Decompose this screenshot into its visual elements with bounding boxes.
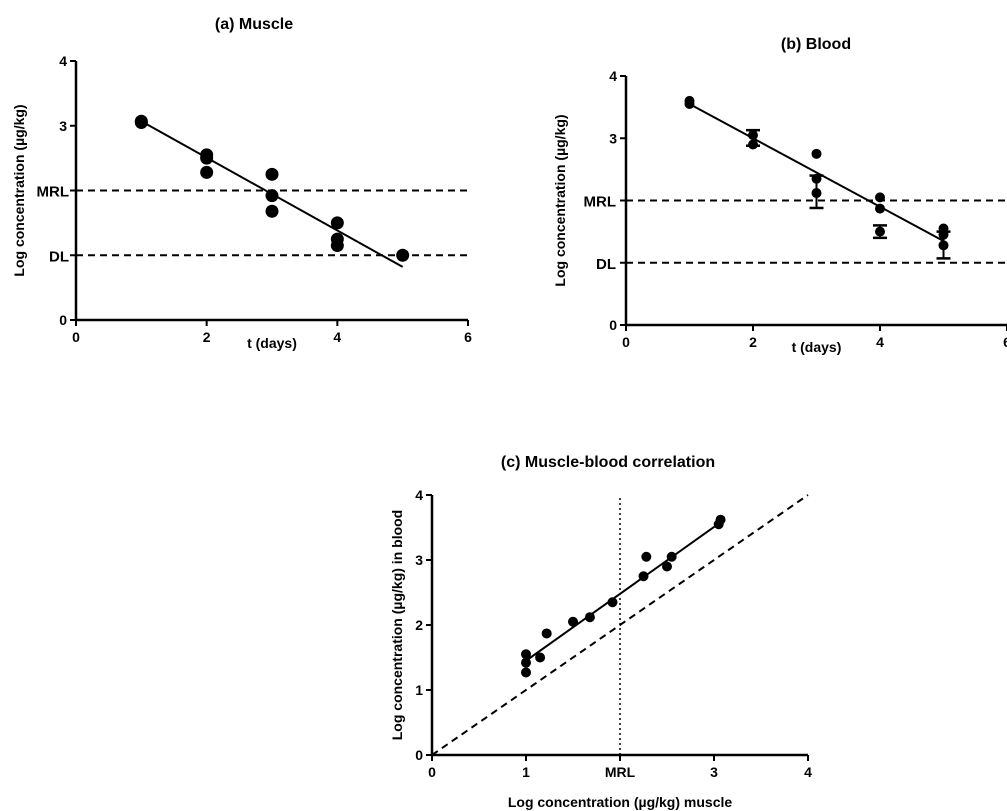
y-tick-label: 3: [59, 118, 67, 134]
data-point: [568, 616, 578, 627]
x-tick-label: 6: [464, 329, 472, 345]
y-tick-label: 3: [609, 130, 617, 146]
y-tick-label: 1: [415, 682, 423, 698]
chart-title: (b) Blood: [781, 36, 851, 53]
data-point: [875, 203, 885, 214]
reference-label-dl: DL: [49, 248, 69, 265]
y-tick-label: 4: [415, 487, 423, 503]
x-tick-label: 6: [1003, 334, 1007, 350]
data-point: [200, 151, 214, 165]
x-tick-label: 4: [804, 764, 812, 780]
x-axis-label: Log concentration (µg/kg) muscle: [508, 794, 733, 810]
data-point: [684, 99, 695, 110]
y-axis-label: Log concentration (µg/kg) in blood: [389, 510, 405, 741]
reference-label-dl: DL: [596, 256, 616, 273]
y-tick-label: 3: [415, 552, 423, 568]
y-tick-label: 2: [415, 617, 423, 633]
chart-title: (c) Muscle-blood correlation: [501, 454, 715, 471]
reference-label-mrl: MRL: [37, 184, 70, 201]
data-point: [875, 192, 885, 203]
x-tick-label: MRL: [605, 764, 636, 780]
data-point: [330, 239, 344, 253]
data-point: [875, 226, 885, 237]
data-point: [938, 229, 949, 240]
x-tick-label: 0: [72, 329, 80, 345]
data-point: [748, 139, 758, 150]
x-tick-label: 0: [428, 764, 436, 780]
y-axis-label: Log concentration (µg/kg): [11, 104, 27, 276]
data-point: [200, 165, 214, 179]
data-point: [396, 248, 410, 262]
data-point: [811, 148, 822, 159]
y-axis-label: Log concentration (µg/kg): [552, 114, 568, 286]
data-point: [265, 189, 279, 203]
x-tick-label: 4: [876, 334, 884, 350]
data-point: [666, 551, 677, 562]
x-tick-label: 2: [749, 334, 757, 350]
data-point: [535, 652, 546, 663]
data-point: [330, 216, 344, 230]
data-point: [638, 571, 649, 582]
y-tick-label: 0: [415, 747, 423, 763]
data-point: [265, 167, 279, 181]
x-tick-label: 3: [710, 764, 718, 780]
data-point: [607, 597, 618, 608]
y-tick-label: 0: [59, 312, 67, 328]
chart-muscle: (a) Muscle 0 2 4 6 0 3 4 t (days) Log concentrati…: [11, 16, 472, 351]
chart-blood: (b) Blood 0 2 4 6 0 3 4 t (days) Log concentratio…: [552, 36, 1007, 355]
data-point: [938, 240, 949, 251]
regression-line: [525, 521, 722, 662]
x-axis-label: t (days): [792, 339, 842, 355]
data-point: [715, 514, 726, 525]
x-tick-label: 4: [333, 329, 341, 345]
x-tick-label: 1: [522, 764, 530, 780]
data-point: [811, 188, 822, 199]
data-point: [521, 667, 531, 678]
data-point: [641, 551, 652, 562]
x-axis-label: t (days): [247, 335, 297, 351]
data-point: [134, 116, 148, 130]
data-point: [541, 628, 552, 639]
data-point: [662, 561, 672, 572]
x-tick-label: 0: [622, 334, 630, 350]
reference-label-mrl: MRL: [584, 194, 617, 211]
y-tick-label: 4: [609, 68, 617, 84]
chart-correlation: (c) Muscle-blood correlation 0 1 MRL 3 4 0 1 2 3 4…: [389, 454, 812, 810]
data-point: [584, 612, 595, 623]
x-tick-label: 2: [203, 329, 211, 345]
data-point: [811, 173, 822, 184]
y-tick-label: 4: [59, 53, 67, 69]
data-point: [265, 204, 279, 218]
regression-line: [689, 103, 944, 242]
data-point: [521, 649, 531, 660]
data-point: [748, 130, 758, 141]
y-tick-label: 0: [609, 317, 617, 333]
data-point: [521, 657, 531, 668]
chart-title: (a) Muscle: [215, 16, 293, 33]
